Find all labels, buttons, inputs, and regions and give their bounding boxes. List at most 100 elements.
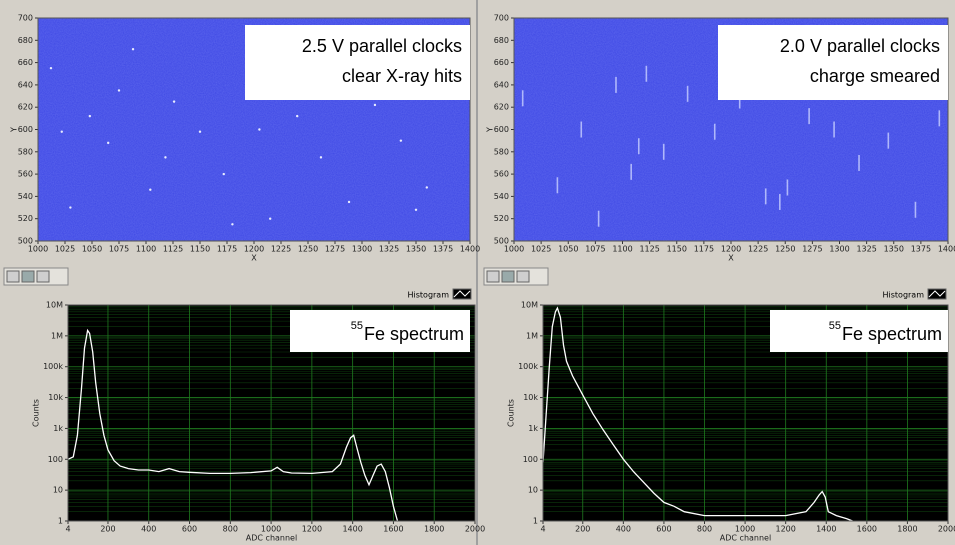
smeared-hit (779, 193, 781, 210)
x-tick-label: 1800 (424, 525, 444, 534)
x-tick-label: 200 (100, 525, 115, 534)
annotation-text: charge smeared (810, 66, 940, 86)
smeared-hit (713, 123, 716, 140)
smeared-hit (686, 85, 689, 102)
y-tick-label: 540 (494, 192, 509, 201)
x-tick-label: 1325 (856, 245, 876, 254)
y-tick-label: 620 (18, 103, 33, 112)
x-tick-label: 600 (182, 525, 197, 534)
annotation-text: 2.5 V parallel clocks (302, 36, 462, 56)
smeared-hit (764, 188, 767, 205)
smeared-hit (645, 65, 648, 82)
xray-hit (373, 103, 377, 107)
x-tick-label: 1000 (735, 525, 755, 534)
smeared-hit (738, 92, 741, 109)
y-tick-label: 640 (18, 80, 33, 89)
y-tick-label: 10 (53, 486, 63, 495)
x-tick-label: 1175 (694, 245, 714, 254)
x-tick-label: 1200 (775, 525, 795, 534)
toolbar[interactable] (483, 267, 549, 286)
cursor-tool[interactable] (486, 270, 500, 283)
pan-tool[interactable] (516, 270, 530, 283)
y-tick-label: 540 (18, 192, 33, 201)
y-tick-label: 500 (494, 237, 509, 246)
y-tick-label: 620 (494, 103, 509, 112)
chart: Histogram 4 200 400 600 800 1000 1200 1400 1600 18… (3, 288, 485, 543)
x-tick-label: 1350 (884, 245, 904, 254)
smeared-hit (521, 90, 524, 107)
annotation-text: 2.0 V parallel clocks (780, 36, 940, 56)
y-axis-label: Counts (32, 399, 41, 427)
xray-hit (319, 156, 323, 159)
xray-hit (222, 172, 225, 176)
x-tick-label: 1025 (55, 245, 75, 254)
x-axis-label: X (728, 254, 734, 263)
xray-hit (231, 223, 234, 226)
x-tick-label: 1400 (460, 245, 480, 254)
y-tick-label: 1M (51, 331, 63, 340)
annotation-text: Fe spectrum (364, 324, 464, 344)
y-tick-label: 10k (523, 393, 538, 402)
zoom-tool[interactable] (21, 270, 35, 283)
y-tick-label: 100 (523, 455, 538, 464)
y-tick-label: 660 (18, 58, 33, 67)
x-tick-label: 1300 (829, 245, 849, 254)
annotation-text: clear X-ray hits (342, 66, 462, 86)
smeared-hit (662, 143, 665, 160)
legend-line (453, 290, 471, 298)
zoom-tool[interactable] (501, 270, 515, 283)
x-axis-label: ADC channel (720, 534, 771, 543)
legend-strip (480, 288, 950, 300)
x-tick-label: 600 (656, 525, 671, 534)
toolbar[interactable] (3, 267, 69, 286)
xray-hit (399, 139, 403, 142)
y-tick-label: 520 (18, 214, 33, 223)
smeared-hit (637, 138, 640, 155)
smeared-hit (615, 76, 617, 93)
xray-hit (69, 206, 72, 209)
x-tick-label: 1100 (612, 245, 632, 254)
legend-label: Histogram (883, 291, 925, 300)
y-tick-label: 1 (58, 517, 63, 526)
xray-hit (198, 130, 202, 133)
x-tick-label: 1125 (639, 245, 659, 254)
smeared-hit (597, 210, 600, 227)
y-tick-label: 680 (18, 36, 33, 45)
y-tick-label: 10M (46, 301, 63, 310)
annotation-superscript: 55 (351, 320, 363, 332)
y-tick-label: 680 (494, 36, 509, 45)
pan-tool[interactable] (36, 270, 50, 283)
y-tick-label: 500 (18, 237, 33, 246)
chart: Histogram 4 200 400 600 800 1000 1200 1400 1600 18… (480, 288, 955, 543)
smeared-hit (556, 177, 559, 194)
annotation-box (290, 310, 470, 352)
y-tick-label: 700 (18, 14, 33, 23)
chart: 1000 1025 1050 1075 1100 1125 1150 1175 1200 1225… (486, 14, 955, 263)
annotation-superscript: 55 (829, 320, 841, 332)
x-tick-label: 1175 (217, 245, 237, 254)
y-tick-label: 100k (518, 362, 538, 371)
y-tick-label: 600 (18, 125, 33, 134)
legend-label: Histogram (408, 291, 450, 300)
spectrum-line (67, 328, 399, 522)
x-tick-label: 4 (65, 525, 70, 534)
x-tick-label: 1400 (342, 525, 362, 534)
y-tick-label: 520 (494, 214, 509, 223)
y-axis-label: Y (10, 127, 19, 133)
x-tick-label: 1150 (190, 245, 210, 254)
x-tick-label: 2000 (938, 525, 955, 534)
x-tick-label: 800 (697, 525, 712, 534)
smeared-hit (808, 108, 810, 125)
x-tick-label: 1600 (857, 525, 877, 534)
x-tick-label: 1275 (325, 245, 345, 254)
plot-frame (542, 304, 949, 522)
annotation-box (770, 310, 948, 352)
spectrum-line (542, 306, 853, 522)
x-tick-label: 1025 (531, 245, 551, 254)
xray-hit (425, 186, 428, 189)
xray-hit (414, 208, 418, 211)
xray-hit (149, 188, 152, 191)
legend-line (928, 290, 946, 298)
x-tick-label: 1250 (775, 245, 795, 254)
cursor-tool[interactable] (6, 270, 20, 283)
